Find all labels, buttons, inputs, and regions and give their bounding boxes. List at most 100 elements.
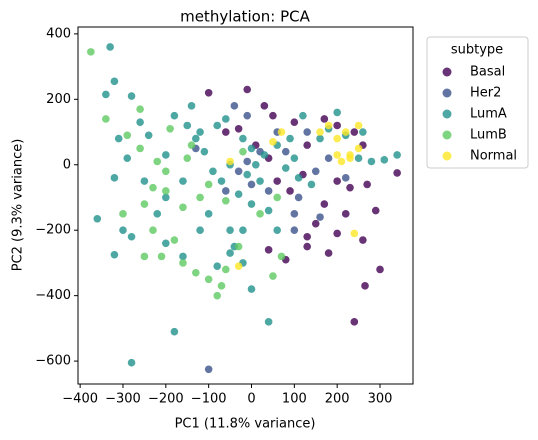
point [234, 262, 243, 270]
legend-marker [442, 67, 452, 77]
point [93, 214, 102, 223]
y-tick-label: −200 [35, 223, 71, 238]
point [213, 291, 222, 300]
point [221, 196, 230, 205]
point [234, 124, 243, 133]
point [337, 157, 346, 166]
point [247, 200, 256, 208]
point [136, 118, 144, 127]
point [247, 180, 256, 189]
point [269, 272, 277, 280]
point [179, 203, 187, 212]
point [217, 177, 226, 185]
legend-label: LumA [470, 107, 507, 122]
point [333, 134, 341, 143]
point [247, 144, 256, 153]
point [346, 183, 354, 192]
point [153, 210, 162, 218]
point [290, 118, 299, 127]
chart-title: methylation: PCA [180, 8, 311, 26]
point [269, 111, 277, 120]
point [226, 226, 234, 235]
point [162, 187, 170, 195]
point [123, 131, 132, 140]
point [303, 242, 311, 251]
x-axis-label: PC1 (11.8% variance) [175, 417, 316, 432]
point [341, 128, 350, 136]
point [324, 154, 333, 163]
point [281, 164, 290, 172]
point [239, 147, 247, 156]
point [230, 102, 239, 110]
point [350, 229, 359, 238]
x-tick-label: 300 [368, 392, 393, 407]
y-tick-label: 0 [63, 157, 71, 172]
point [320, 200, 329, 208]
point [243, 111, 252, 120]
point [294, 174, 303, 182]
legend-marker [442, 130, 452, 140]
point [260, 151, 269, 159]
point [149, 183, 157, 192]
point [251, 160, 260, 169]
point [354, 121, 363, 130]
points [87, 43, 401, 374]
point [192, 268, 200, 277]
point [213, 262, 222, 270]
point [136, 105, 144, 113]
point [361, 282, 369, 290]
point [196, 128, 204, 136]
point [354, 144, 363, 153]
point [162, 193, 170, 202]
point [354, 154, 363, 163]
point [196, 226, 204, 235]
point [213, 121, 222, 130]
x-tick-label: −100 [191, 392, 227, 407]
point [393, 151, 401, 159]
point [217, 282, 226, 290]
point [247, 285, 256, 293]
point [264, 318, 273, 326]
point [273, 226, 282, 235]
point [324, 249, 333, 257]
point [303, 232, 311, 241]
y-tick-label: 400 [46, 26, 71, 41]
point [303, 141, 311, 149]
point [153, 157, 162, 166]
point [239, 226, 247, 235]
point [333, 151, 341, 159]
point [200, 147, 209, 156]
point [350, 128, 359, 136]
point [140, 177, 149, 185]
point [179, 252, 187, 261]
point [393, 169, 401, 177]
point [290, 210, 299, 218]
legend-label: Her2 [470, 86, 501, 101]
point [170, 111, 179, 120]
point [221, 115, 230, 123]
point [102, 90, 110, 99]
point [363, 180, 371, 189]
point [162, 239, 170, 248]
point [140, 252, 149, 261]
legend-label: Basal [470, 65, 505, 80]
y-tick-label: −600 [35, 354, 71, 369]
point [243, 85, 252, 94]
point [273, 177, 282, 185]
legend-marker [442, 88, 452, 98]
point [256, 210, 264, 218]
point [234, 190, 243, 199]
point [140, 200, 149, 208]
point [371, 206, 380, 215]
point [316, 128, 324, 136]
point [243, 157, 252, 166]
point [166, 124, 174, 133]
point [256, 177, 264, 185]
point [221, 128, 230, 136]
point [204, 180, 213, 189]
point [303, 128, 311, 136]
point [299, 111, 307, 120]
point [110, 174, 119, 182]
point [204, 88, 213, 97]
point [341, 210, 350, 218]
